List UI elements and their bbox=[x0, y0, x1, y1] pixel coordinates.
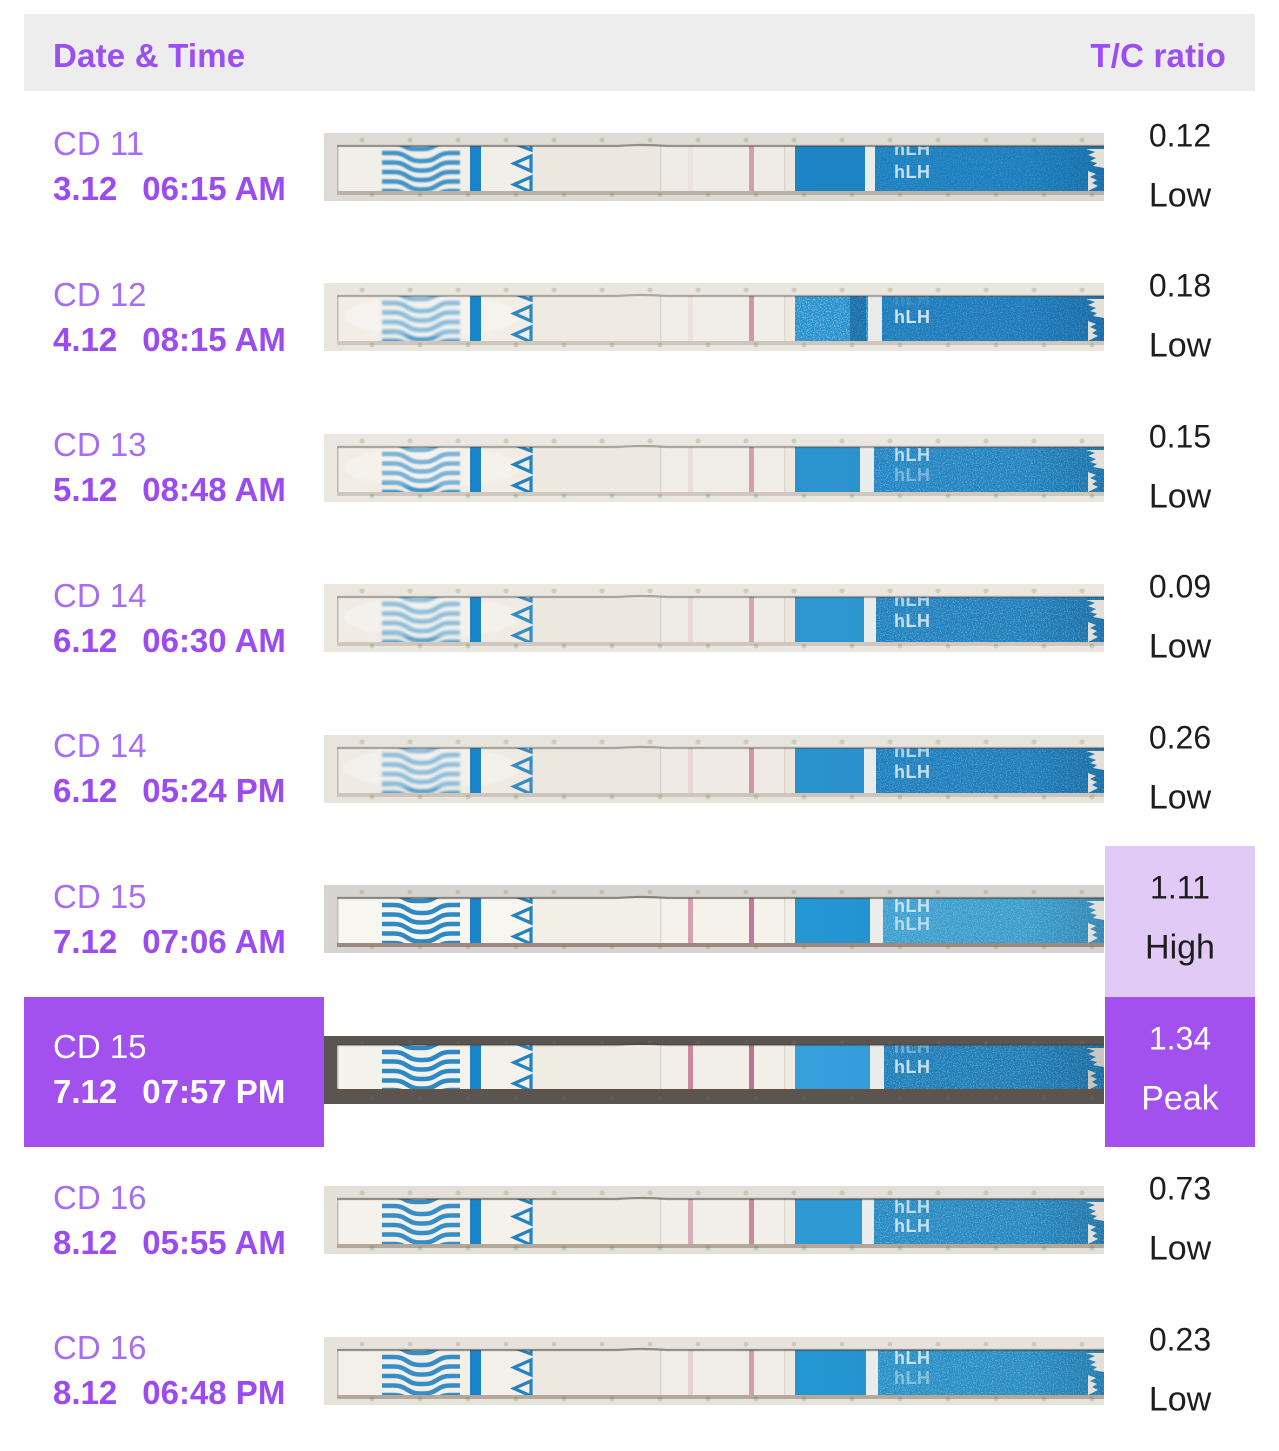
svg-text:hLH: hLH bbox=[894, 1057, 931, 1077]
svg-text:hLH: hLH bbox=[894, 896, 931, 916]
svg-text:hLH: hLH bbox=[894, 307, 931, 327]
svg-text:hLH: hLH bbox=[894, 465, 931, 485]
svg-text:hLH: hLH bbox=[894, 611, 931, 631]
svg-text:hLH: hLH bbox=[894, 1216, 931, 1236]
svg-text:hLH: hLH bbox=[894, 1348, 931, 1368]
svg-text:hLH: hLH bbox=[894, 914, 931, 934]
svg-text:hLH: hLH bbox=[894, 1197, 931, 1217]
svg-text:hLH: hLH bbox=[894, 289, 931, 309]
svg-text:hLH: hLH bbox=[894, 741, 931, 761]
svg-text:hLH: hLH bbox=[894, 139, 931, 159]
svg-text:hLH: hLH bbox=[894, 590, 931, 610]
svg-text:hLH: hLH bbox=[894, 445, 931, 465]
svg-text:hLH: hLH bbox=[894, 1037, 931, 1057]
svg-text:hLH: hLH bbox=[894, 162, 931, 182]
svg-text:hLH: hLH bbox=[894, 1368, 931, 1388]
svg-text:hLH: hLH bbox=[894, 762, 931, 782]
